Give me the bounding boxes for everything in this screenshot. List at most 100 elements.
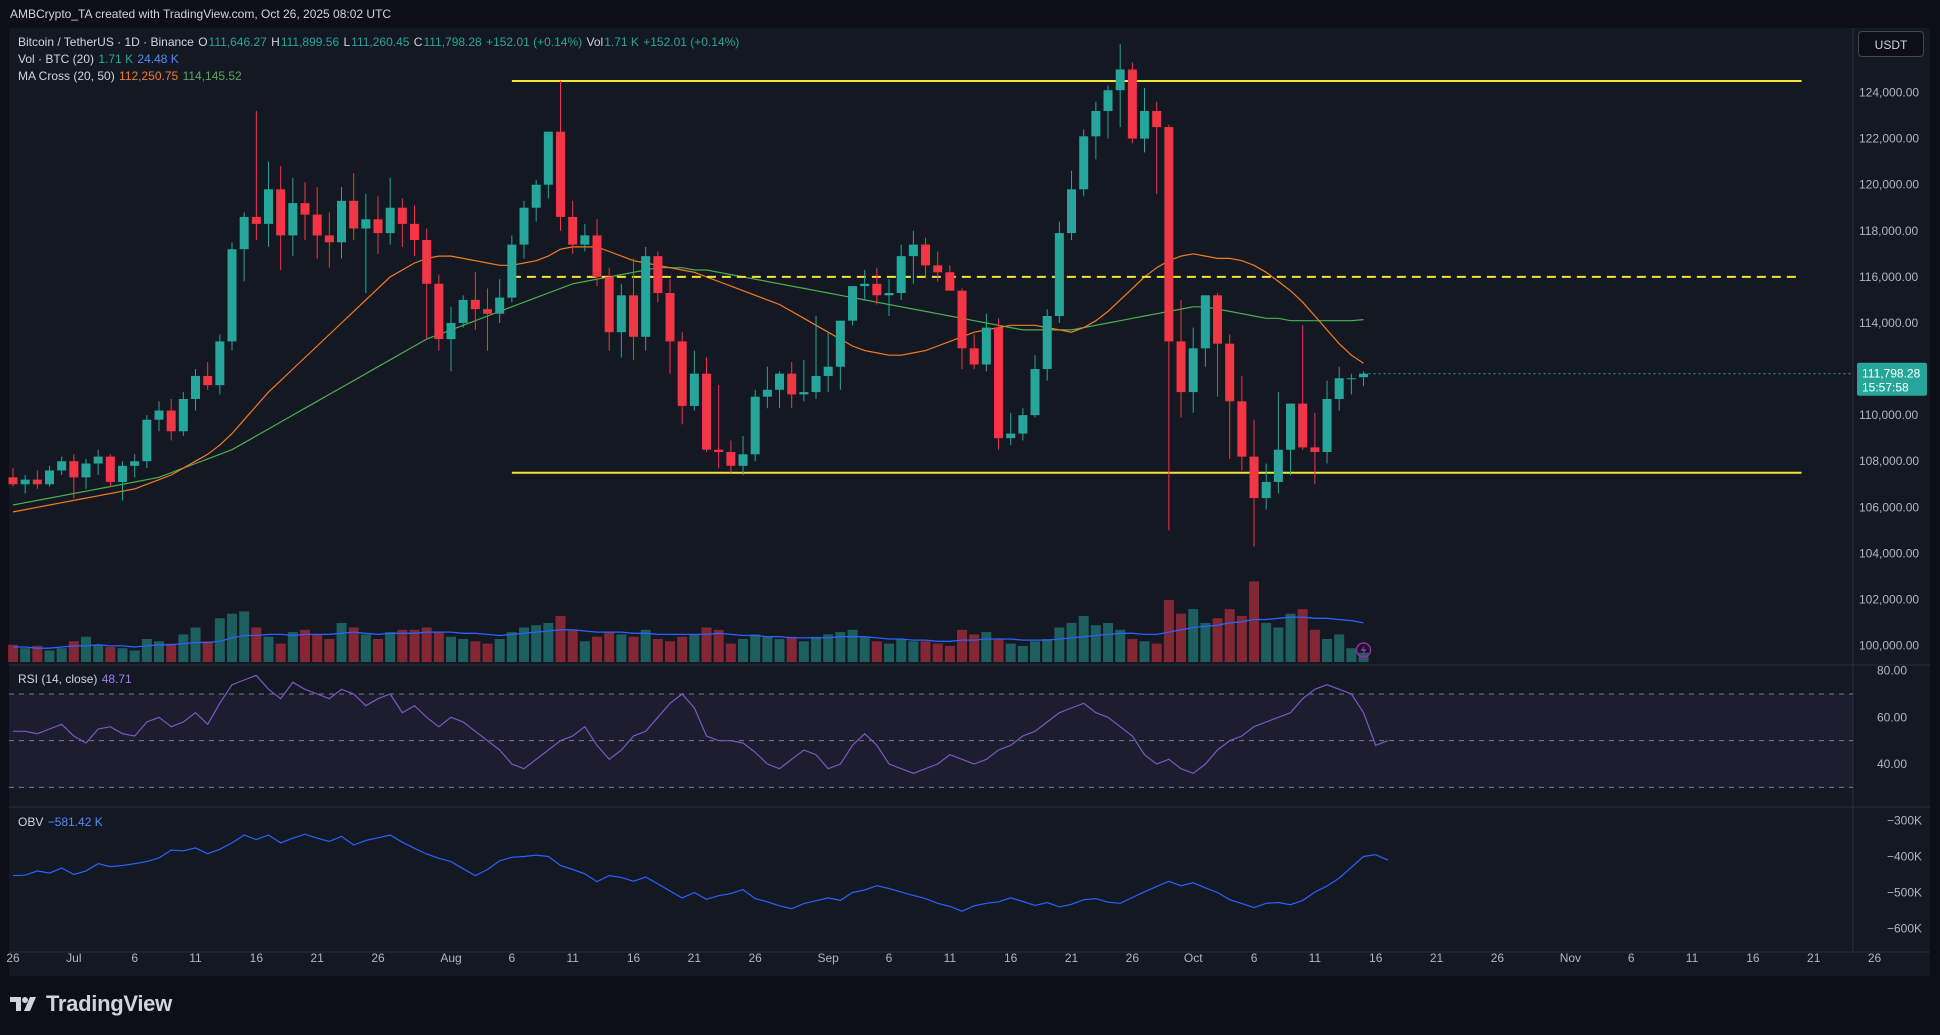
time-tick-label: 26: [749, 951, 763, 965]
candle-body: [957, 290, 967, 349]
candle-body: [1030, 369, 1040, 416]
volume-bar: [1054, 627, 1065, 662]
price-tag-value: 111,798.28: [1862, 367, 1921, 381]
candle-body: [324, 235, 334, 243]
currency-button[interactable]: USDT: [1858, 31, 1924, 57]
volume-bar: [579, 641, 590, 662]
candle-body: [130, 461, 140, 466]
candle-body: [1188, 348, 1198, 393]
candle-body: [1298, 403, 1308, 448]
obv-line: [12, 833, 1389, 912]
time-tick-label: 6: [131, 951, 138, 965]
candle-body: [1054, 233, 1064, 317]
candle-body: [276, 189, 286, 236]
price-tick-label: 108,000.00: [1859, 454, 1919, 468]
time-tick-label: Jul: [66, 951, 81, 965]
obv-tick-label: −500K: [1887, 885, 1922, 899]
candle-body: [981, 327, 991, 365]
time-tick-label: Sep: [818, 951, 840, 965]
volume-bar: [154, 641, 165, 662]
candle-body: [689, 373, 699, 406]
volume-bar: [117, 648, 128, 662]
volume-bar: [166, 643, 177, 662]
volume-bar: [1273, 627, 1284, 662]
time-tick-label: 11: [566, 951, 579, 965]
price-tag-countdown: 15:57:58: [1862, 381, 1909, 395]
candle-body: [872, 283, 882, 296]
candle-body: [799, 392, 809, 395]
price-tick-label: 106,000.00: [1859, 500, 1919, 514]
created-text: AMBCrypto_TA created with TradingView.co…: [10, 7, 392, 21]
obv-legend: OBV −581.42 K: [18, 815, 104, 829]
volume-bar: [1127, 639, 1138, 662]
candle-body: [714, 449, 724, 452]
candle-body: [665, 293, 675, 342]
time-tick-label: 6: [509, 951, 516, 965]
time-tick-label: 21: [1430, 951, 1444, 965]
candle-body: [1018, 415, 1028, 434]
candle-body: [775, 373, 785, 390]
price-tick-label: 120,000.00: [1859, 178, 1919, 192]
volume-bar: [1346, 648, 1357, 662]
volume-bar: [287, 632, 298, 662]
volume-bar: [896, 639, 907, 662]
candle-body: [105, 456, 115, 482]
candle-body: [57, 461, 67, 471]
candle-body: [300, 203, 310, 215]
volume-bar: [360, 634, 371, 662]
candle-body: [507, 244, 517, 298]
candle-body: [1079, 136, 1089, 190]
candle-body: [945, 272, 955, 291]
volume-bar: [105, 647, 116, 662]
volume-bar: [1115, 629, 1126, 662]
ma-legend: MA Cross (20, 50) 112,250.75 114,145.52: [18, 69, 243, 83]
header-bar: AMBCrypto_TA created with TradingView.co…: [0, 0, 1940, 28]
volume-bar: [178, 634, 189, 662]
volume-bar: [275, 643, 286, 662]
volume-bar: [1309, 629, 1320, 662]
tradingview-logo[interactable]: TradingView: [10, 991, 172, 1017]
volume-bar: [677, 636, 688, 662]
candle-body: [556, 131, 566, 217]
candle-body: [1140, 110, 1150, 139]
volume-bar: [1188, 609, 1199, 662]
volume-bar: [1297, 609, 1308, 662]
time-tick-label: 16: [1004, 951, 1018, 965]
price-tag-box: [1857, 362, 1927, 396]
volume-bar: [202, 641, 213, 662]
rsi-legend-value: 48.71: [101, 672, 132, 686]
volume-bar: [56, 648, 67, 662]
candle-body: [884, 293, 894, 296]
candle-body: [337, 200, 347, 243]
time-tick-label: 16: [1746, 951, 1760, 965]
footer-bar: [0, 976, 1940, 1035]
price-tick-label: 122,000.00: [1859, 132, 1919, 146]
volume-bar: [300, 629, 311, 662]
volume-bar: [1224, 609, 1235, 662]
volume-bar: [689, 634, 700, 662]
volume-bar: [823, 634, 834, 662]
candle-body: [349, 200, 359, 229]
candle-body: [32, 479, 42, 485]
candle-body: [446, 322, 456, 340]
candle-body: [166, 410, 176, 432]
candle-body: [20, 479, 30, 485]
candle-body: [823, 366, 833, 376]
volume-bar: [798, 641, 809, 662]
tradingview-logo-icon: [10, 997, 36, 1011]
candle-body: [1322, 399, 1332, 452]
time-tick-label: 21: [310, 951, 324, 965]
volume-bar: [373, 639, 384, 662]
volume-bar: [908, 641, 919, 662]
volume-bar: [446, 636, 457, 662]
volume-bar: [786, 636, 797, 662]
chart-frame: [9, 28, 1930, 976]
volume-bar: [592, 636, 603, 662]
ma50-value: 114,145.52: [182, 69, 242, 83]
obv-tick-label: −400K: [1887, 850, 1922, 864]
time-tick-label: 11: [1309, 951, 1322, 965]
volume-bar: [324, 639, 335, 662]
volume-bar: [251, 627, 262, 662]
volume-bar: [957, 629, 968, 662]
